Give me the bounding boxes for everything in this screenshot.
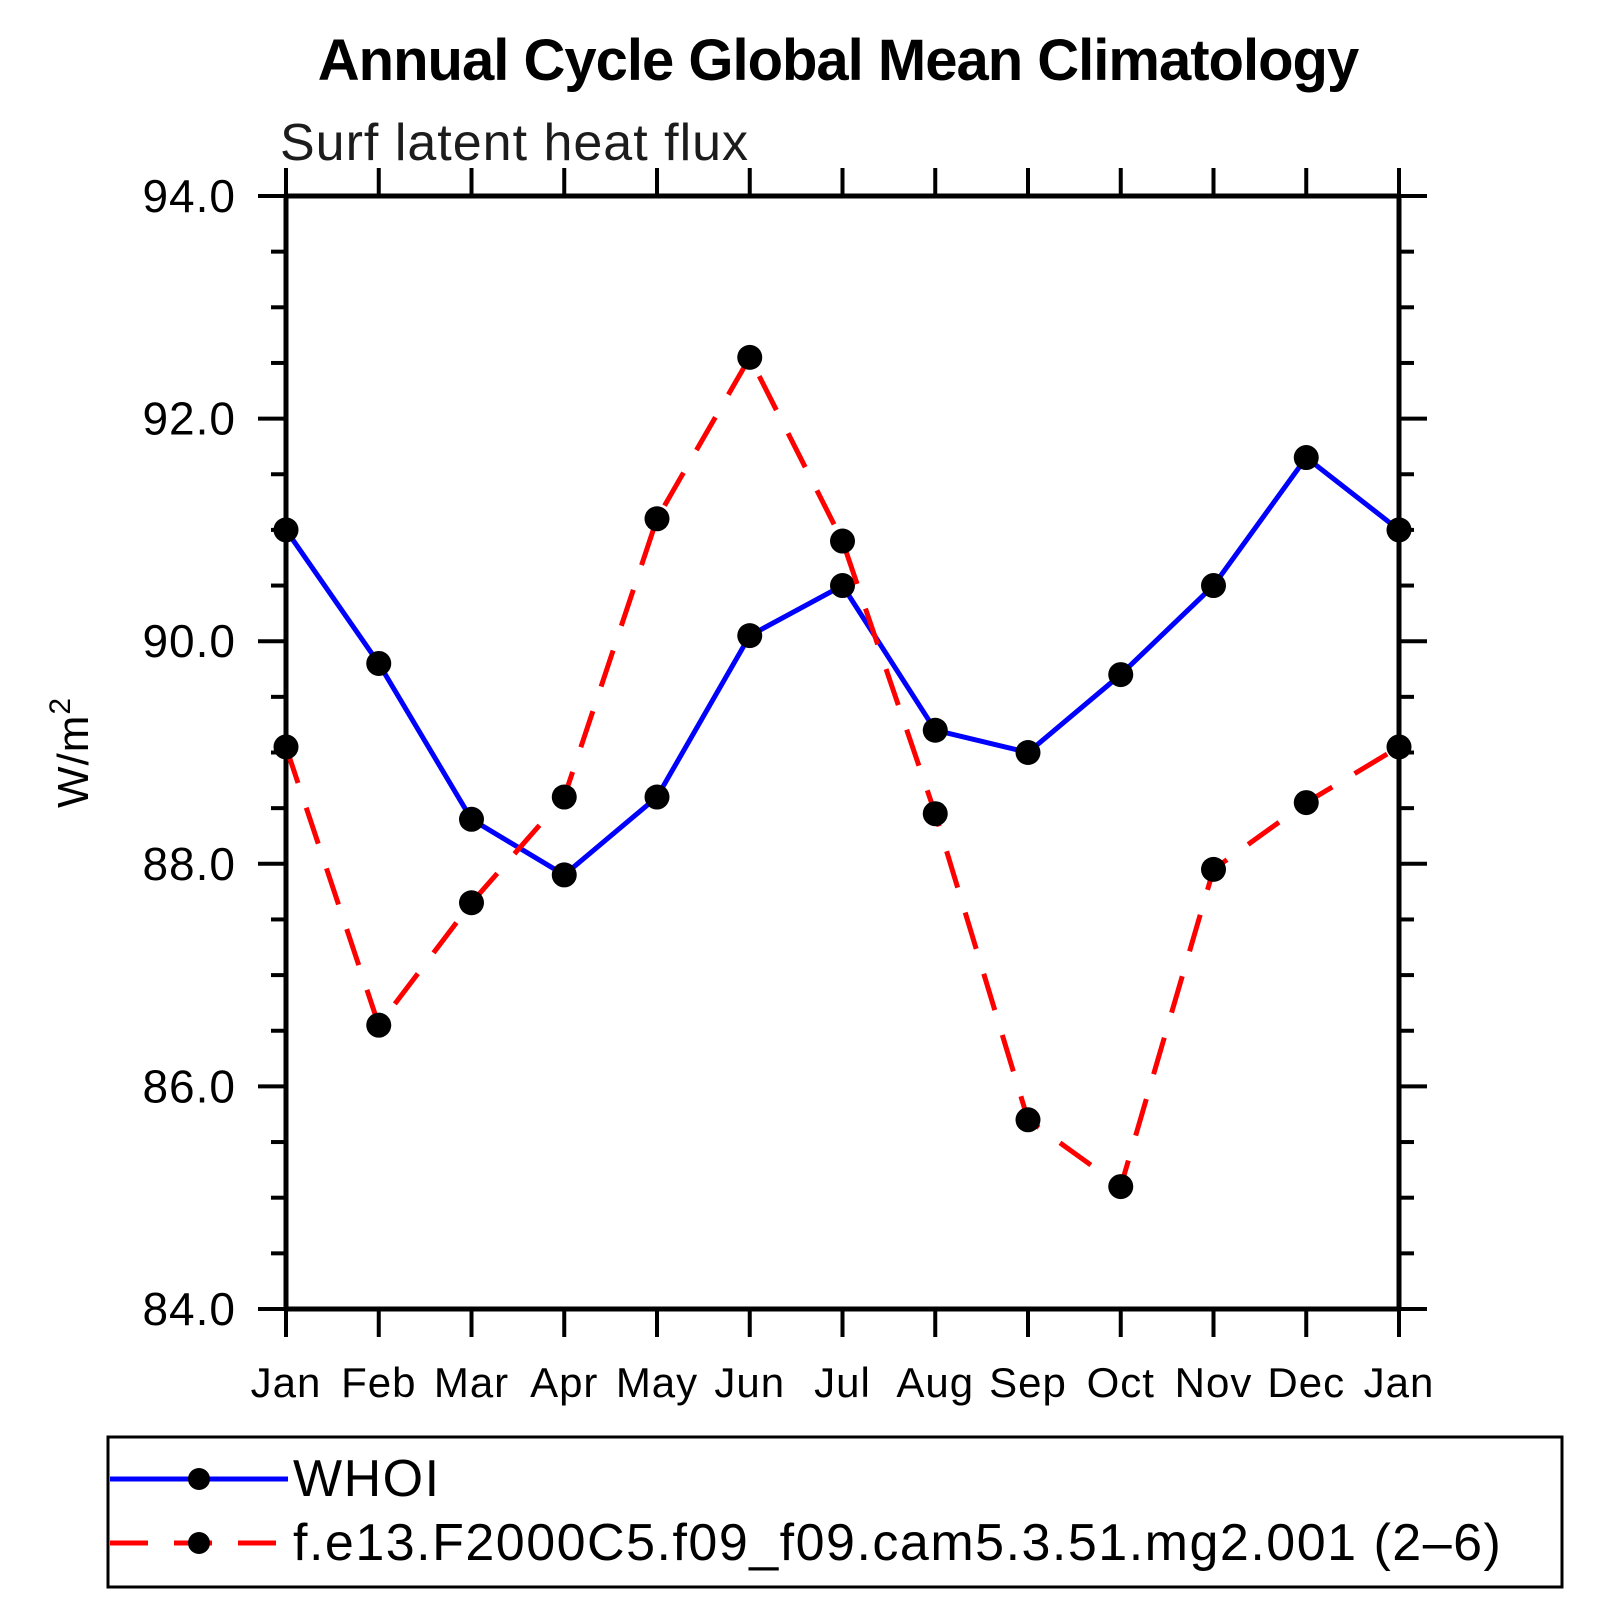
x-tick-label: Mar xyxy=(434,1359,509,1406)
x-tick-label: May xyxy=(616,1359,698,1406)
data-point-marker xyxy=(551,784,577,810)
series-model xyxy=(273,344,1412,1200)
legend-row: WHOI xyxy=(110,1450,441,1508)
y-axis-label: W/m2 xyxy=(44,697,98,808)
y-tick-label: 94.0 xyxy=(142,170,236,222)
y-tick-label: 84.0 xyxy=(142,1283,236,1335)
data-point-marker xyxy=(1108,662,1134,688)
legend-row: f.e13.F2000C5.f09_f09.cam5.3.51.mg2.001 … xyxy=(110,1514,1502,1572)
chart-subtitle: Surf latent heat flux xyxy=(280,114,749,172)
data-point-marker xyxy=(366,650,392,676)
x-tick-label: Jun xyxy=(714,1359,785,1406)
y-axis-label-group: W/m2 xyxy=(44,697,98,808)
data-point-marker xyxy=(1293,790,1319,816)
legend-marker xyxy=(188,1532,210,1554)
data-point-marker xyxy=(737,623,763,649)
y-tick-label: 86.0 xyxy=(142,1060,236,1112)
data-point-marker xyxy=(1015,1107,1041,1133)
data-point-marker xyxy=(830,573,855,599)
legend-label: WHOI xyxy=(293,1450,441,1508)
data-point-marker xyxy=(551,862,577,888)
data-point-marker xyxy=(1108,1174,1134,1200)
data-point-marker xyxy=(922,717,948,743)
x-tick-label: Feb xyxy=(341,1359,416,1406)
data-point-marker xyxy=(644,506,670,532)
data-point-marker xyxy=(273,734,299,760)
series-line-solid xyxy=(283,453,1401,878)
legend-box xyxy=(106,1435,1564,1589)
x-tick-label: Jan xyxy=(1364,1359,1435,1406)
data-series xyxy=(273,344,1412,1200)
data-point-marker xyxy=(459,806,484,832)
data-point-marker xyxy=(1386,517,1412,543)
data-point-marker xyxy=(366,1012,392,1038)
y-tick-label: 90.0 xyxy=(142,615,236,667)
x-tick-label: Apr xyxy=(530,1359,598,1406)
x-tick-label: Jan xyxy=(251,1359,322,1406)
data-point-marker xyxy=(1201,856,1226,882)
data-point-marker xyxy=(737,344,763,370)
series-line-dashed xyxy=(283,352,1401,1191)
data-point-marker xyxy=(644,784,670,810)
data-point-marker xyxy=(1201,573,1226,599)
series-whoi xyxy=(273,445,1412,888)
data-point-marker xyxy=(1386,734,1412,760)
axes: 94.0 92.0 90.0 88.0 86.0 84.0 Jan Feb Mar Apr May J… xyxy=(142,168,1435,1406)
data-point-marker xyxy=(273,517,299,543)
data-point-marker xyxy=(922,801,948,827)
legend-marker xyxy=(188,1468,210,1490)
chart-title: Annual Cycle Global Mean Climatology xyxy=(318,28,1359,93)
y-tick-label: 88.0 xyxy=(142,838,236,890)
x-tick-label: Dec xyxy=(1267,1359,1345,1406)
x-tick-label: Sep xyxy=(989,1359,1067,1406)
legend-label: f.e13.F2000C5.f09_f09.cam5.3.51.mg2.001 … xyxy=(293,1514,1502,1572)
data-point-marker xyxy=(459,890,484,916)
x-tick-label: Nov xyxy=(1175,1359,1253,1406)
data-point-marker xyxy=(1293,445,1319,471)
y-tick-label: 92.0 xyxy=(142,393,236,445)
x-tick-label: Oct xyxy=(1087,1359,1155,1406)
data-point-marker xyxy=(1015,740,1041,765)
legend: WHOI f.e13.F2000C5.f09_f09.cam5.3.51.mg2.… xyxy=(106,1435,1564,1589)
data-point-marker xyxy=(830,528,855,554)
x-tick-label: Jul xyxy=(814,1359,871,1406)
x-tick-label: Aug xyxy=(896,1359,974,1406)
